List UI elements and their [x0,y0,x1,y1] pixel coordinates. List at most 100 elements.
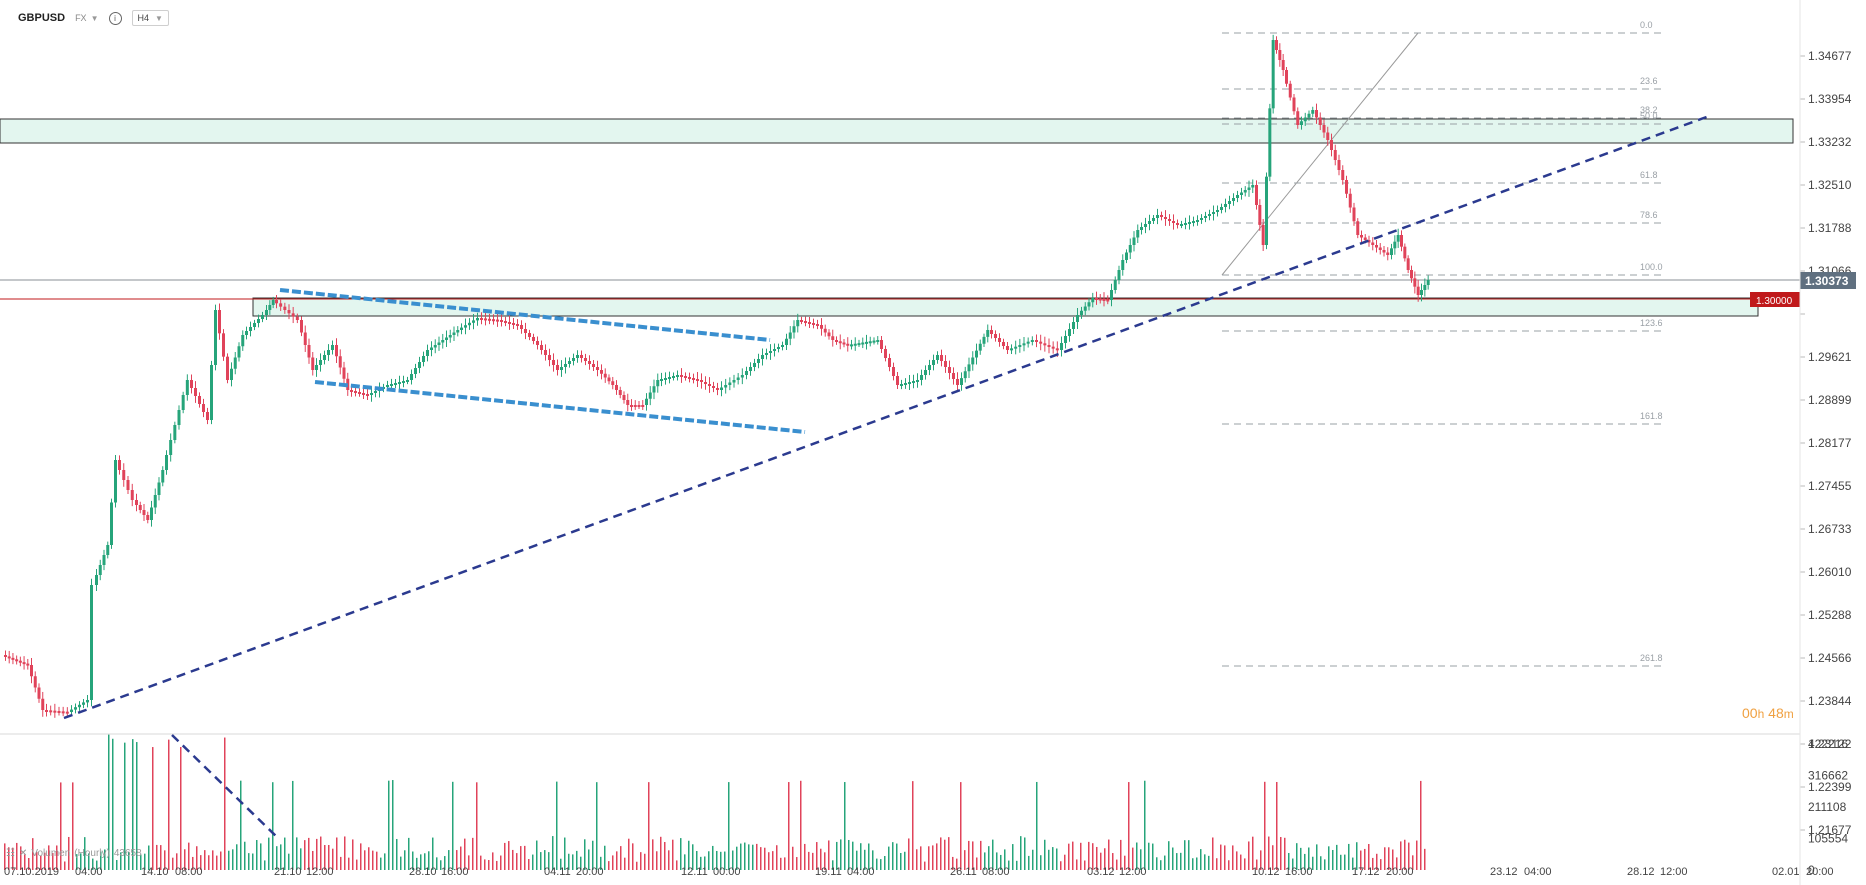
volume-bar [1240,854,1242,870]
resistance-zone[interactable] [0,118,1794,144]
volume-bar [864,849,866,870]
candle-body [398,382,401,384]
time-axis[interactable]: 07.10.2019 04:00 14.10 08:00 21.10 12:00 28.10… [4,866,1834,878]
candle-body [95,575,98,585]
volume-bar [96,860,98,870]
volume-bar [412,851,414,870]
candle-body [198,396,201,404]
volume-bar [1296,843,1298,870]
candle-body [1204,216,1207,218]
channel-lower-line[interactable] [314,380,806,434]
volume-bar [1060,861,1062,870]
market-selector[interactable]: FX ▼ [75,13,98,23]
time-tick-label: 20:00 [1806,866,1834,878]
grip-icon[interactable]: ☷ [6,848,15,859]
candle-body [268,305,272,310]
volume-axis: 422216 316662 211108 105554 0 [1808,737,1848,877]
interval-selector[interactable]: H4 ▼ [131,10,169,26]
volume-bar [348,857,350,870]
fibonacci-retracement[interactable]: 0.0 23.6 38.250.0 61.8 78.6 100.0 123.6 161.8 26… [1221,20,1665,667]
candle-body [1080,310,1083,315]
volume-bar [1096,846,1098,870]
info-icon[interactable]: i [108,11,122,25]
candle-body [214,310,217,365]
candle-body [827,332,831,337]
candle-body [30,665,33,677]
volume-bar [1292,858,1294,870]
candle-body [528,333,531,337]
volume-bar [1188,840,1190,870]
candle-body [82,702,85,705]
volume-bar [320,836,322,870]
candle-body [98,565,102,575]
support-zone[interactable] [252,297,1759,317]
volume-bar [952,856,954,870]
volume-bar [556,781,558,870]
volume-bar [1228,860,1230,870]
candle-body [1247,187,1251,190]
volume-bar [400,856,402,870]
volume-bar [824,852,826,870]
candle-body [626,400,630,405]
candle-body [932,360,935,365]
symbol-label[interactable]: GBPUSD [18,12,66,24]
volume-bar [104,849,106,870]
candle-body [865,341,868,344]
candle-body [138,505,142,510]
volume-bar [1356,842,1358,870]
candle-body [1307,113,1311,118]
price-axis[interactable]: 1.346771.339541.332321.325101.317881.310… [1800,49,1852,837]
volume-bar [1396,857,1398,870]
candle-body [994,334,997,338]
candle-body [1113,280,1117,290]
candle-body [1064,336,1067,343]
close-icon[interactable]: ✕ [18,848,28,859]
volume-bar [368,847,370,870]
volume-bar [740,843,742,870]
level-price-tag[interactable] [1750,292,1800,307]
candle-body [820,325,823,329]
volume-bar [1340,854,1342,870]
volume-bar [1280,837,1282,870]
volume-bar [816,842,818,870]
candle-body [1110,290,1113,300]
volume-legend[interactable]: ☷ ✕ Volumen (Hourly) 43658 [6,848,142,859]
candle-body [257,319,260,323]
volume-bar [452,781,454,870]
volume-bar [792,846,794,870]
candle-body [524,329,527,333]
time-tick-label: 04.11 [544,866,571,878]
candle-body [261,315,264,319]
candle-body [1382,250,1386,253]
volume-bar [328,844,330,870]
volume-bar [592,840,594,870]
volume-bar [1056,848,1058,870]
channel-upper-line[interactable] [279,288,771,342]
volume-trendline[interactable] [171,734,279,839]
time-tick-label: 08:00 [175,866,203,878]
volume-bar [120,852,122,870]
time-tick-label: 00:00 [713,866,741,878]
volume-bar [604,845,606,870]
candle-body [656,380,660,387]
candle-body [700,380,703,382]
volume-bar [372,850,374,870]
volume-bar [572,854,574,870]
volume-bar [1392,849,1394,870]
volume-bar [376,851,378,870]
candle-body [118,460,121,470]
time-tick-label: 16:00 [1285,866,1313,878]
time-tick-label: 16:00 [441,866,469,878]
volume-bar [68,836,70,870]
volume-bar [196,846,198,870]
volume-tick-label: 105554 [1808,832,1848,846]
candle-body [102,555,106,565]
candle-body [1132,237,1136,245]
volume-bar [424,853,426,870]
candle-body [668,377,671,379]
candle-body [580,355,583,358]
volume-bar [140,854,142,870]
candle-body [287,310,291,314]
ascending-trendline[interactable] [63,113,1713,720]
